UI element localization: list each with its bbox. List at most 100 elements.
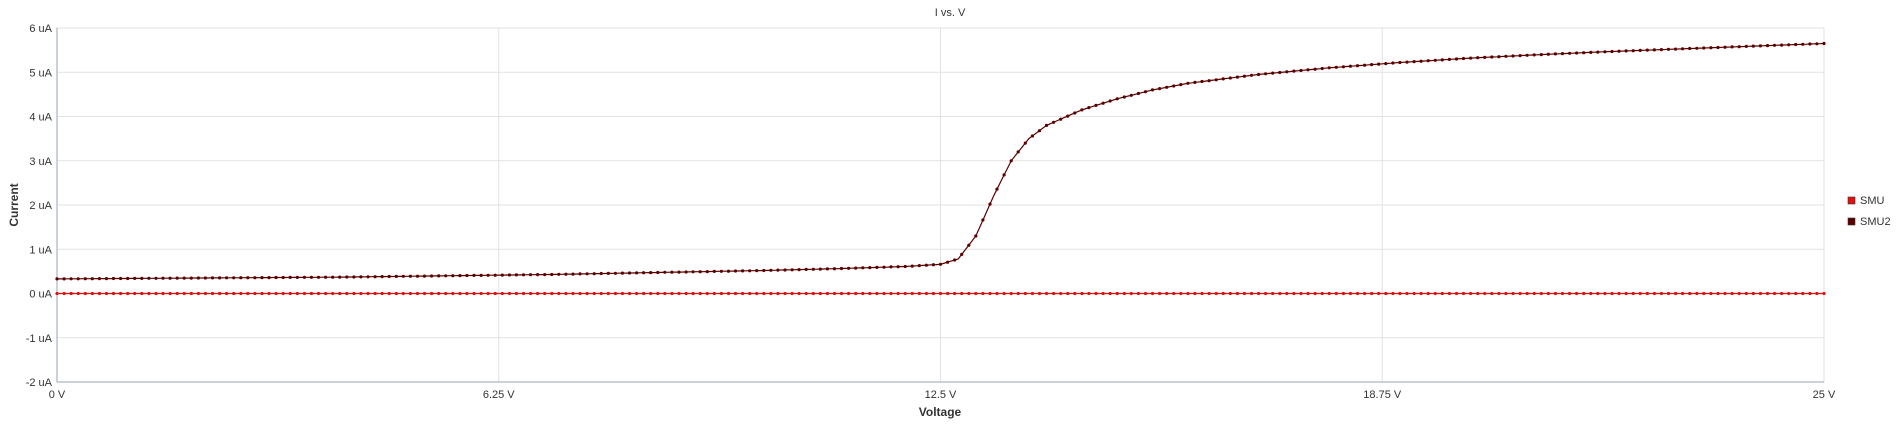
- data-point: [818, 291, 822, 296]
- data-point: [1299, 68, 1303, 73]
- data-point: [1412, 291, 1416, 296]
- data-point: [246, 291, 250, 296]
- data-point: [415, 274, 420, 278]
- data-point: [1242, 74, 1246, 78]
- data-point: [1094, 103, 1098, 107]
- data-point: [988, 291, 992, 296]
- data-point: [1398, 291, 1402, 296]
- data-point: [1723, 291, 1727, 296]
- legend-swatch: [1847, 196, 1856, 205]
- data-point: [1073, 111, 1077, 115]
- data-point: [69, 291, 73, 296]
- data-point: [267, 291, 271, 296]
- data-point: [889, 265, 893, 269]
- data-point: [104, 277, 109, 281]
- data-point: [656, 291, 660, 296]
- data-point: [811, 267, 815, 271]
- data-point: [1553, 52, 1557, 56]
- data-point: [783, 268, 787, 272]
- data-point: [557, 272, 561, 276]
- data-point: [352, 291, 356, 296]
- data-point: [302, 275, 306, 279]
- data-point: [1483, 55, 1487, 60]
- data-point: [1030, 134, 1034, 138]
- data-point: [564, 291, 568, 296]
- data-point: [437, 274, 441, 278]
- data-point: [500, 291, 504, 296]
- data-point: [1172, 291, 1176, 296]
- data-point: [960, 291, 964, 296]
- data-point: [1808, 291, 1812, 296]
- data-point: [1271, 291, 1275, 296]
- data-point: [938, 262, 943, 266]
- data-point: [168, 276, 172, 280]
- data-point: [126, 276, 130, 281]
- data-point: [514, 291, 519, 296]
- data-point: [606, 291, 610, 296]
- data-point: [1702, 291, 1706, 296]
- data-point: [946, 291, 950, 296]
- data-point: [1327, 66, 1331, 70]
- data-point: [1348, 291, 1352, 296]
- legend: SMU SMU2: [1847, 195, 1891, 228]
- data-point: [1744, 291, 1748, 296]
- data-point: [529, 273, 533, 277]
- data-point: [1666, 291, 1671, 296]
- data-point: [1539, 53, 1543, 57]
- data-point: [797, 291, 801, 296]
- data-point: [302, 291, 306, 296]
- data-point: [543, 291, 547, 296]
- data-point: [1476, 56, 1480, 60]
- data-point: [832, 267, 837, 271]
- data-point: [1822, 41, 1826, 46]
- data-point: [175, 291, 179, 296]
- data-point: [1589, 291, 1593, 296]
- data-point: [189, 276, 193, 280]
- data-point: [479, 273, 483, 277]
- data-point: [1115, 291, 1119, 296]
- data-point: [733, 291, 738, 296]
- data-point: [1278, 70, 1282, 75]
- data-point: [804, 267, 808, 271]
- data-point: [1568, 291, 1572, 296]
- data-point: [1525, 291, 1529, 296]
- data-point: [1129, 93, 1133, 97]
- data-point: [147, 291, 151, 296]
- data-point: [627, 271, 632, 275]
- data-point: [684, 291, 688, 296]
- data-point: [1610, 49, 1614, 54]
- data-point: [1363, 291, 1367, 296]
- data-point: [444, 291, 448, 296]
- data-point: [1009, 159, 1013, 163]
- data-point: [903, 291, 907, 296]
- data-point: [1461, 56, 1466, 61]
- x-tick-label: 25 V: [1813, 389, 1836, 401]
- data-point: [1674, 47, 1678, 51]
- data-point: [1264, 72, 1268, 76]
- data-point: [804, 291, 808, 296]
- data-point: [1624, 49, 1628, 53]
- data-point: [154, 276, 158, 280]
- data-point: [1228, 291, 1232, 296]
- data-point: [295, 291, 299, 296]
- data-point: [868, 266, 872, 270]
- data-point: [472, 273, 476, 277]
- data-point: [430, 291, 434, 296]
- data-point: [776, 291, 780, 296]
- data-point: [458, 291, 462, 296]
- data-point: [875, 265, 879, 269]
- data-point: [246, 276, 250, 280]
- data-point: [1214, 291, 1218, 296]
- data-point: [1101, 291, 1105, 296]
- data-point: [288, 275, 292, 279]
- data-point: [1391, 291, 1395, 296]
- data-point: [670, 291, 674, 296]
- data-point: [126, 291, 130, 296]
- data-point: [790, 268, 794, 272]
- data-point: [1659, 48, 1663, 52]
- data-point: [430, 274, 434, 278]
- data-point: [917, 291, 921, 296]
- data-point: [712, 269, 716, 273]
- data-point: [451, 291, 455, 296]
